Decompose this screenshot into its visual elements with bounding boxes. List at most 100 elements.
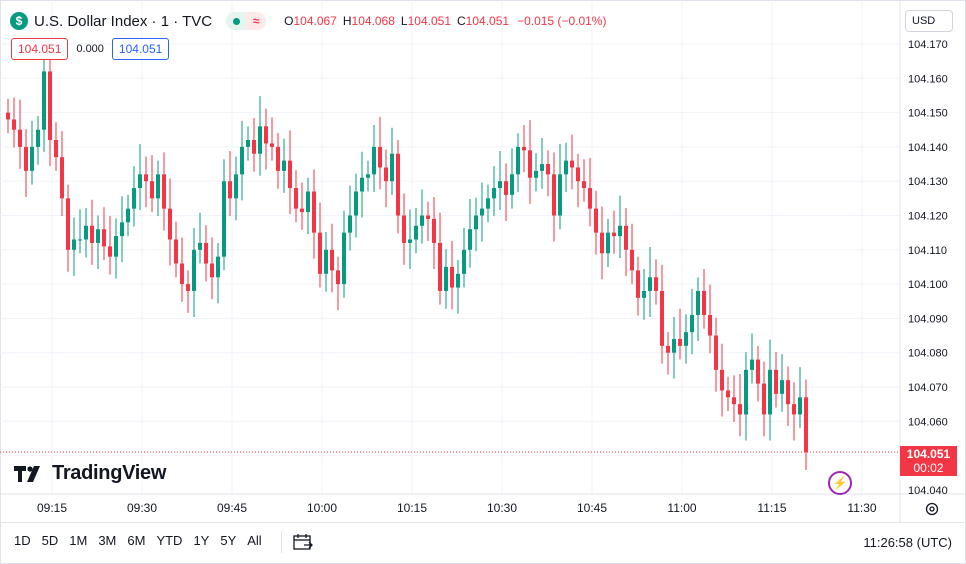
candle-body xyxy=(162,174,166,209)
candle-body xyxy=(624,225,628,250)
candle-body xyxy=(96,229,100,243)
candle-body xyxy=(780,380,784,394)
range-button-1d[interactable]: 1D xyxy=(14,533,31,548)
y-tick-label: 104.080 xyxy=(908,348,948,360)
range-button-5d[interactable]: 5D xyxy=(41,533,59,548)
candle-body xyxy=(360,177,364,192)
candle-body xyxy=(636,270,640,298)
candle-body xyxy=(258,126,262,154)
candle-body xyxy=(696,290,700,315)
candle-body xyxy=(612,232,616,237)
trade-badges: 104.051 0.000 104.051 xyxy=(11,38,170,60)
utc-clock[interactable]: 11:26:58 (UTC) xyxy=(863,535,952,550)
candle-body xyxy=(426,215,430,219)
candle-body xyxy=(744,369,748,415)
candle-body xyxy=(432,218,436,243)
x-tick-label: 09:30 xyxy=(127,501,157,515)
x-tick-label: 09:45 xyxy=(217,501,247,515)
range-button-ytd[interactable]: YTD xyxy=(156,533,183,548)
candle-body xyxy=(186,284,190,291)
candle-body xyxy=(216,256,220,278)
toolbar-divider xyxy=(281,531,282,553)
high-value: 104.068 xyxy=(351,14,395,28)
currency-button[interactable]: USD xyxy=(905,10,953,32)
candle-body xyxy=(264,126,268,144)
lightning-icon[interactable]: ⚡ xyxy=(828,471,852,495)
range-button-5y[interactable]: 5Y xyxy=(220,533,237,548)
candle-body xyxy=(66,198,70,250)
candle-body xyxy=(798,397,802,415)
candle-body xyxy=(42,71,46,130)
candle-body xyxy=(228,181,232,199)
candle-body xyxy=(330,249,334,271)
candle-body xyxy=(678,338,682,346)
buy-price-button[interactable]: 104.051 xyxy=(111,38,170,60)
spread-value: 0.000 xyxy=(76,43,104,55)
candle-body xyxy=(282,160,286,171)
candle-body xyxy=(582,181,586,189)
candle-body xyxy=(618,225,622,237)
candle-body xyxy=(510,174,514,195)
candle-body xyxy=(594,208,598,233)
range-button-1m[interactable]: 1M xyxy=(69,533,88,548)
candle-body xyxy=(714,335,718,370)
candle-body xyxy=(570,160,574,168)
candle-body xyxy=(336,270,340,285)
candle-body xyxy=(576,167,580,182)
range-button-6m[interactable]: 6M xyxy=(127,533,146,548)
bottom-toolbar: 1D 5D 1M 3M 6M YTD 1Y 5Y All 11:26:58 (UTC) xyxy=(0,522,964,563)
symbol-header: $ U.S. Dollar Index · 1 · TVC ≈ O104.067… xyxy=(10,11,606,31)
candle-body xyxy=(144,174,148,182)
candle-body xyxy=(174,239,178,264)
candle-body xyxy=(516,146,520,175)
candle-body xyxy=(468,229,472,250)
open-value: 104.067 xyxy=(293,14,337,28)
y-tick-label: 104.120 xyxy=(908,211,948,223)
candle-body xyxy=(756,359,760,384)
candle-body xyxy=(708,314,712,336)
range-buttons: 1D 5D 1M 3M 6M YTD 1Y 5Y All xyxy=(10,533,269,548)
y-tick-label: 104.160 xyxy=(908,73,948,85)
candle-body xyxy=(498,181,502,189)
candle-body xyxy=(378,146,382,168)
y-tick-label: 104.100 xyxy=(908,279,948,291)
symbol-title[interactable]: U.S. Dollar Index · 1 · TVC xyxy=(34,12,213,30)
candle-body xyxy=(534,170,538,178)
x-tick-label: 09:15 xyxy=(37,501,67,515)
x-tick-label: 10:30 xyxy=(487,501,517,515)
change-value: −0.015 (−0.01%) xyxy=(517,14,607,28)
y-tick-label: 104.070 xyxy=(908,382,948,394)
status-pill[interactable]: ≈ xyxy=(226,12,267,30)
candlestick-chart[interactable]: 09:15 09:30 09:45 10:00 10:15 10:30 10:45 11:00… xyxy=(0,0,966,522)
settings-gear-icon[interactable] xyxy=(923,500,941,518)
candle-body xyxy=(234,174,238,199)
sell-price-button[interactable]: 104.051 xyxy=(11,38,69,60)
low-value: 104.051 xyxy=(407,14,451,28)
candle-body xyxy=(546,164,550,175)
candle-body xyxy=(786,380,790,405)
go-to-date-calendar-icon[interactable] xyxy=(292,532,314,552)
open-label: O xyxy=(284,14,294,28)
range-button-1y[interactable]: 1Y xyxy=(193,533,210,548)
candle-body xyxy=(198,242,202,250)
candle-body xyxy=(222,181,226,257)
candle-body xyxy=(48,71,52,141)
candle-body xyxy=(102,229,106,247)
candle-body xyxy=(342,232,346,285)
range-button-all[interactable]: All xyxy=(247,533,262,548)
y-tick-label: 104.090 xyxy=(908,313,948,325)
candle-body xyxy=(354,191,358,216)
candle-body xyxy=(18,129,22,147)
bar-countdown: 00:02 xyxy=(913,461,944,475)
y-tick-label: 104.110 xyxy=(908,245,947,257)
close-value: 104.051 xyxy=(465,14,510,28)
tradingview-logo[interactable]: TradingView xyxy=(14,462,166,485)
candle-body xyxy=(456,273,460,288)
candle-body xyxy=(690,314,694,333)
y-tick-label: 104.170 xyxy=(908,39,948,51)
range-button-3m[interactable]: 3M xyxy=(98,533,117,548)
candle-body xyxy=(396,153,400,216)
candle-body xyxy=(252,140,256,154)
close-label: C xyxy=(457,14,466,28)
last-price-label: 104.051 00:02 xyxy=(900,446,957,476)
